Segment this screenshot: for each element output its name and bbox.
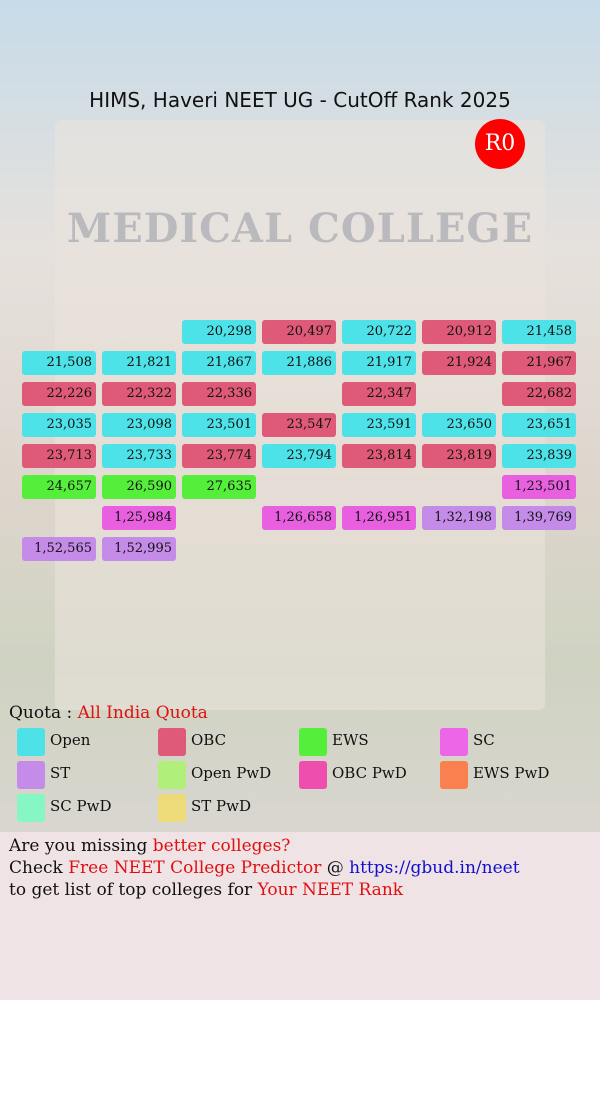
legend-swatch: [17, 794, 45, 822]
rank-cell: 23,591: [342, 413, 416, 437]
rank-cell: 20,298: [182, 320, 256, 344]
rank-cell: 23,035: [22, 413, 96, 437]
rank-cell: 21,886: [262, 351, 336, 375]
legend-swatch: [17, 761, 45, 789]
footer: Are you missing better colleges? Check Fr…: [0, 832, 600, 1000]
legend-label: Open: [50, 731, 91, 749]
legend-label: SC PwD: [50, 797, 112, 815]
rank-cell: 22,322: [102, 382, 176, 406]
legend-label: ST: [50, 764, 71, 782]
rank-cell: 22,336: [182, 382, 256, 406]
footer-text: Free NEET College Predictor: [68, 858, 322, 878]
footer-text: Are you missing: [9, 836, 153, 856]
rank-cell: 1,26,951: [342, 506, 416, 530]
legend-swatch: [158, 761, 186, 789]
quota-value: All India Quota: [77, 703, 208, 723]
rank-cell: 23,774: [182, 444, 256, 468]
rank-cell: 1,39,769: [502, 506, 576, 530]
legend-swatch: [440, 728, 468, 756]
rank-cell: 23,794: [262, 444, 336, 468]
footer-line: Are you missing better colleges?: [9, 836, 290, 856]
legend-label: EWS PwD: [473, 764, 550, 782]
rank-cell: 23,547: [262, 413, 336, 437]
rank-cell: 20,497: [262, 320, 336, 344]
rank-cell: 20,722: [342, 320, 416, 344]
legend-label: OBC: [191, 731, 227, 749]
rank-cell: 21,508: [22, 351, 96, 375]
background-sign: MEDICAL COLLEGE: [66, 205, 534, 252]
legend-swatch: [158, 728, 186, 756]
rank-cell: 21,924: [422, 351, 496, 375]
rank-cell: 23,501: [182, 413, 256, 437]
legend-swatch: [17, 728, 45, 756]
legend-label: EWS: [332, 731, 369, 749]
legend-swatch: [440, 761, 468, 789]
round-badge: R0: [475, 119, 525, 169]
legend-swatch: [299, 728, 327, 756]
legend-label: OBC PwD: [332, 764, 407, 782]
rank-cell: 22,682: [502, 382, 576, 406]
rank-cell: 1,32,198: [422, 506, 496, 530]
rank-cell: 23,651: [502, 413, 576, 437]
rank-cell: 21,917: [342, 351, 416, 375]
legend-label: SC: [473, 731, 495, 749]
footer-text: better colleges?: [152, 836, 291, 856]
quota-label: Quota :: [9, 703, 73, 723]
rank-cell: 24,657: [22, 475, 96, 499]
footer-line: to get list of top colleges for Your NEE…: [9, 880, 403, 900]
footer-text: Check: [9, 858, 69, 878]
legend-label: ST PwD: [191, 797, 252, 815]
rank-cell: 22,226: [22, 382, 96, 406]
legend-label: Open PwD: [191, 764, 272, 782]
rank-cell: 22,347: [342, 382, 416, 406]
rank-cell: 1,23,501: [502, 475, 576, 499]
footer-text: @: [321, 858, 350, 878]
rank-cell: 21,967: [502, 351, 576, 375]
rank-cell: 1,52,995: [102, 537, 176, 561]
rank-cell: 26,590: [102, 475, 176, 499]
rank-cell: 23,098: [102, 413, 176, 437]
footer-line: Check Free NEET College Predictor @ http…: [9, 858, 520, 878]
footer-text: Your NEET Rank: [257, 880, 404, 900]
rank-cell: 23,814: [342, 444, 416, 468]
rank-cell: 21,821: [102, 351, 176, 375]
rank-cell: 23,650: [422, 413, 496, 437]
rank-cell: 23,839: [502, 444, 576, 468]
rank-cell: 23,733: [102, 444, 176, 468]
rank-cell: 1,26,658: [262, 506, 336, 530]
rank-cell: 21,458: [502, 320, 576, 344]
rank-cell: 23,713: [22, 444, 96, 468]
rank-cell: 1,25,984: [102, 506, 176, 530]
rank-cell: 1,52,565: [22, 537, 96, 561]
rank-cell: 20,912: [422, 320, 496, 344]
quota-line: Quota : All India Quota: [9, 703, 208, 723]
rank-cell: 23,819: [422, 444, 496, 468]
footer-text: https://gbud.in/neet: [349, 858, 520, 878]
rank-cell: 27,635: [182, 475, 256, 499]
legend-swatch: [299, 761, 327, 789]
title: HIMS, Haveri NEET UG - CutOff Rank 2025: [89, 88, 511, 112]
rank-cell: 21,867: [182, 351, 256, 375]
legend-swatch: [158, 794, 186, 822]
footer-text: to get list of top colleges for: [9, 880, 258, 900]
